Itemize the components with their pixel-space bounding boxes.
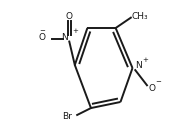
- Text: O: O: [66, 11, 73, 21]
- Text: +: +: [142, 57, 148, 63]
- Text: +: +: [73, 28, 79, 34]
- Text: −: −: [155, 79, 161, 85]
- Text: O: O: [148, 83, 155, 93]
- Text: Br: Br: [62, 112, 72, 121]
- Text: N: N: [135, 61, 142, 71]
- Text: CH₃: CH₃: [132, 12, 148, 22]
- Text: O: O: [39, 33, 46, 42]
- Text: N: N: [61, 33, 68, 42]
- Text: −: −: [39, 28, 45, 34]
